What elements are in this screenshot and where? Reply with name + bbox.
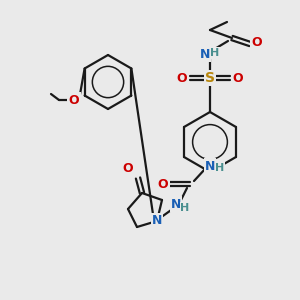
Text: O: O	[69, 94, 79, 106]
Text: S: S	[205, 71, 215, 85]
Text: N: N	[200, 47, 210, 61]
Text: H: H	[180, 203, 190, 213]
Text: N: N	[152, 214, 162, 227]
Text: H: H	[210, 48, 220, 58]
Text: H: H	[215, 163, 225, 173]
Text: O: O	[252, 35, 262, 49]
Text: O: O	[158, 178, 168, 190]
Text: O: O	[123, 161, 133, 175]
Text: O: O	[177, 71, 187, 85]
Text: N: N	[171, 197, 181, 211]
Text: N: N	[205, 160, 215, 172]
Text: O: O	[233, 71, 243, 85]
